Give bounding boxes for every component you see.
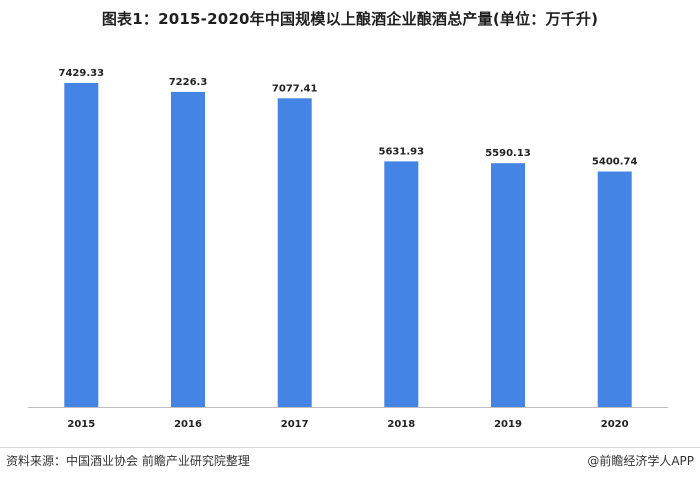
x-tick-2015: 2015 <box>67 419 95 430</box>
x-tick-2020: 2020 <box>601 419 629 430</box>
bar-2020 <box>597 171 632 407</box>
value-label-2019: 5590.13 <box>485 148 531 159</box>
value-label-2018: 5631.93 <box>379 146 425 157</box>
chart-title: 图表1：2015-2020年中国规模以上酿酒企业酿酒总产量(单位：万千升) <box>101 10 599 28</box>
bar-2015 <box>64 83 99 407</box>
brand-credit: @前瞻经济学人APP <box>587 454 694 468</box>
value-label-2016: 7226.3 <box>169 77 208 88</box>
bar-2018 <box>384 161 419 407</box>
bars-group: 7429.33 7226.3 7077.41 5631.93 5590.13 5400.7… <box>59 68 638 408</box>
value-label-2015: 7429.33 <box>59 68 105 79</box>
source-note: 资料来源：中国酒业协会 前瞻产业研究院整理 <box>6 454 250 468</box>
x-tick-labels: 2015 2016 2017 2018 2019 2020 <box>67 419 628 430</box>
bar-chart: 7429.33 7226.3 7077.41 5631.93 5590.13 5400.7… <box>28 68 668 430</box>
x-tick-2017: 2017 <box>281 419 309 430</box>
bar-2019 <box>491 163 525 407</box>
value-label-2020: 5400.74 <box>592 157 638 168</box>
bar-2016 <box>171 91 205 408</box>
x-tick-2019: 2019 <box>494 419 522 430</box>
value-label-2017: 7077.41 <box>272 83 318 94</box>
x-tick-2016: 2016 <box>174 419 202 430</box>
footer-divider <box>0 447 700 448</box>
bar-2017 <box>277 98 312 408</box>
x-tick-2018: 2018 <box>387 419 415 430</box>
